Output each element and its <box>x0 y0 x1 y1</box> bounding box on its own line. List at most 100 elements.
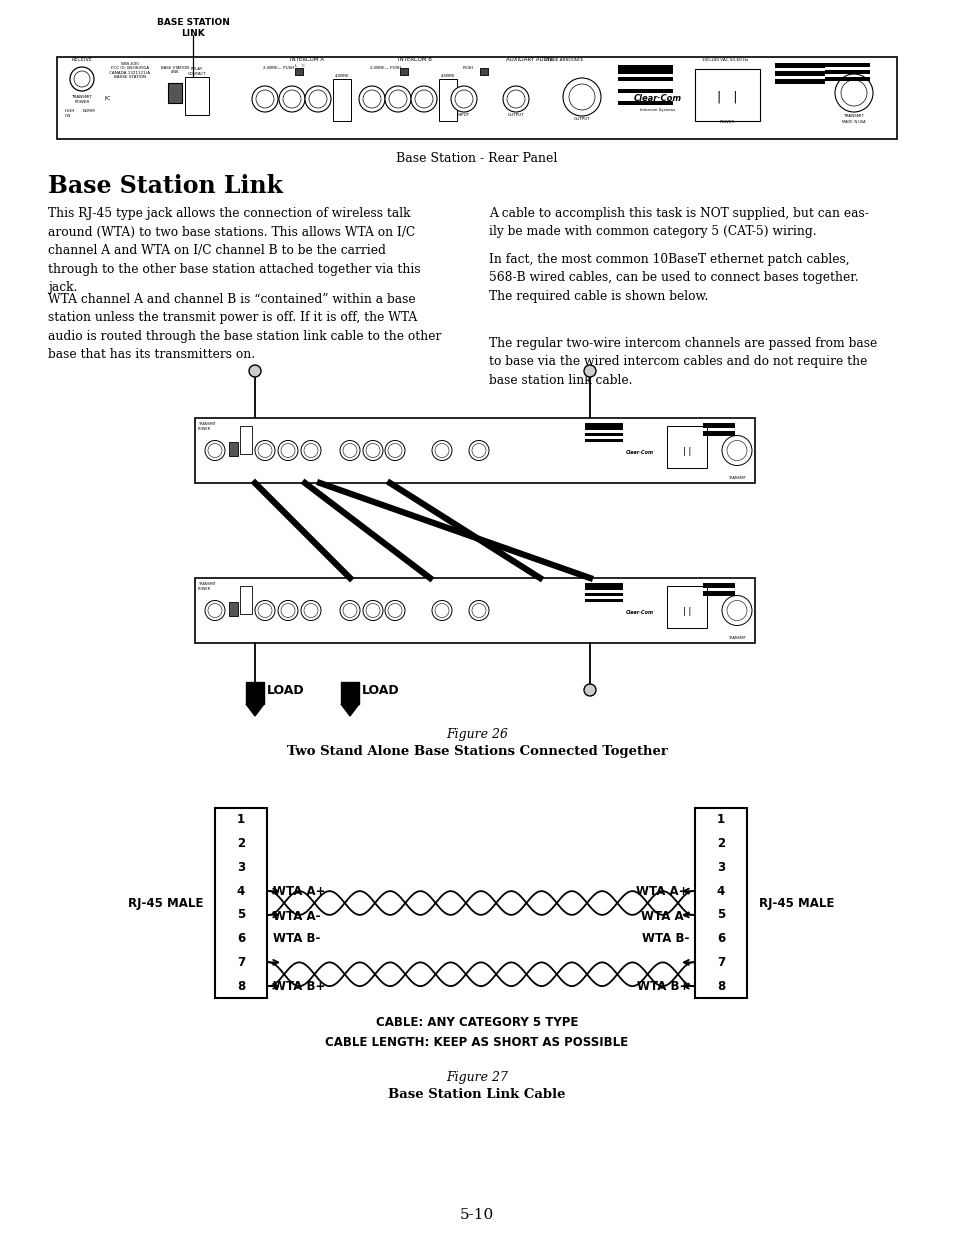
Text: Intercom Systems: Intercom Systems <box>639 107 675 112</box>
Text: Figure 27: Figure 27 <box>446 1071 507 1084</box>
Bar <box>695 808 746 998</box>
Bar <box>666 426 706 468</box>
Circle shape <box>388 443 401 457</box>
Circle shape <box>726 441 746 461</box>
Bar <box>774 79 824 84</box>
Bar <box>666 585 706 629</box>
Circle shape <box>568 84 595 110</box>
Text: LOAD: LOAD <box>267 683 304 697</box>
Bar <box>824 77 869 82</box>
Circle shape <box>277 441 297 461</box>
Circle shape <box>208 443 222 457</box>
Bar <box>774 70 824 77</box>
Bar <box>618 65 672 74</box>
Text: 4-WIRE: 4-WIRE <box>335 74 349 78</box>
Circle shape <box>278 86 305 112</box>
Text: BASE STATION
LINK: BASE STATION LINK <box>156 19 230 38</box>
Circle shape <box>304 443 317 457</box>
Circle shape <box>343 443 356 457</box>
Text: INTERCOM B: INTERCOM B <box>397 57 432 62</box>
Text: 8: 8 <box>236 979 245 993</box>
Circle shape <box>363 441 382 461</box>
Text: 2: 2 <box>236 837 245 850</box>
Circle shape <box>309 90 327 107</box>
Circle shape <box>834 74 872 112</box>
Text: WTA A+: WTA A+ <box>636 884 688 898</box>
Circle shape <box>283 90 301 107</box>
Circle shape <box>385 600 405 620</box>
Bar <box>168 83 182 103</box>
Text: RJ-45 MALE: RJ-45 MALE <box>128 897 203 909</box>
Bar <box>702 592 734 597</box>
Text: OUTPUT: OUTPUT <box>573 117 590 121</box>
Text: 8: 8 <box>716 979 724 993</box>
Text: Clear·Com: Clear·Com <box>625 610 654 615</box>
Circle shape <box>255 90 274 107</box>
Bar <box>240 426 252 454</box>
Circle shape <box>363 600 382 620</box>
Circle shape <box>343 604 356 618</box>
Text: 1: 1 <box>236 814 245 826</box>
Polygon shape <box>246 704 264 716</box>
Circle shape <box>208 604 222 618</box>
Circle shape <box>205 441 225 461</box>
Bar <box>584 599 622 601</box>
Text: 1: 1 <box>717 814 724 826</box>
Text: WTA channel A and channel B is “contained” within a base
station unless the tran: WTA channel A and channel B is “containe… <box>48 293 441 362</box>
Circle shape <box>583 684 596 697</box>
Text: TRANSMIT: TRANSMIT <box>727 636 745 640</box>
Text: CABLE LENGTH: KEEP AS SHORT AS POSSIBLE: CABLE LENGTH: KEEP AS SHORT AS POSSIBLE <box>325 1036 628 1049</box>
Circle shape <box>415 90 433 107</box>
Text: WBS-600
FCC ID: BSO6091A
CANADA 1321121(A
BASSE STATION: WBS-600 FCC ID: BSO6091A CANADA 1321121(… <box>110 62 151 79</box>
Text: HIGH: HIGH <box>65 109 75 112</box>
Circle shape <box>432 600 452 620</box>
Bar <box>438 79 456 121</box>
Circle shape <box>252 86 277 112</box>
Bar <box>702 583 734 588</box>
Circle shape <box>366 604 379 618</box>
Circle shape <box>435 443 449 457</box>
Text: 5: 5 <box>236 909 245 921</box>
Bar <box>584 583 622 590</box>
Bar <box>185 77 209 115</box>
Text: |   |: | | <box>716 90 737 104</box>
Text: This RJ-45 type jack allows the connection of wireless talk
around (WTA) to two : This RJ-45 type jack allows the connecti… <box>48 207 420 294</box>
Bar <box>702 431 734 436</box>
Text: TRANSMIT
POWER: TRANSMIT POWER <box>198 422 215 431</box>
Bar <box>695 69 760 121</box>
Circle shape <box>254 600 274 620</box>
Circle shape <box>455 90 473 107</box>
Text: Base Station Link: Base Station Link <box>48 174 283 198</box>
Text: | |: | | <box>682 606 691 615</box>
Text: Two Stand Alone Base Stations Connected Together: Two Stand Alone Base Stations Connected … <box>286 745 667 758</box>
Text: WTA A-: WTA A- <box>640 910 688 924</box>
Circle shape <box>301 600 320 620</box>
Text: 5-10: 5-10 <box>459 1208 494 1221</box>
Circle shape <box>257 443 272 457</box>
Circle shape <box>472 604 485 618</box>
Circle shape <box>506 90 524 107</box>
Text: Base Station - Rear Panel: Base Station - Rear Panel <box>395 152 558 165</box>
Bar <box>584 593 622 597</box>
Circle shape <box>472 443 485 457</box>
Text: ON: ON <box>65 114 71 119</box>
Text: I/C: I/C <box>105 95 112 100</box>
Text: WTA B+: WTA B+ <box>273 979 325 993</box>
Circle shape <box>257 604 272 618</box>
Text: WTA B-: WTA B- <box>641 932 688 945</box>
Text: INPUT: INPUT <box>457 112 470 117</box>
Circle shape <box>277 600 297 620</box>
Bar <box>194 417 754 483</box>
Bar <box>479 68 488 75</box>
Text: 6: 6 <box>236 932 245 945</box>
Text: NORM: NORM <box>83 109 95 112</box>
Bar <box>618 77 672 82</box>
Circle shape <box>366 443 379 457</box>
Circle shape <box>721 436 751 466</box>
Text: In fact, the most common 10BaseT ethernet patch cables,
568-B wired cables, can : In fact, the most common 10BaseT etherne… <box>489 253 858 303</box>
Text: Base Station Link Cable: Base Station Link Cable <box>388 1088 565 1100</box>
Text: WTA A+: WTA A+ <box>273 884 325 898</box>
Text: STAGE ANNOUNCE: STAGE ANNOUNCE <box>544 58 582 62</box>
Text: A cable to accomplish this task is NOT supplied, but can eas-
ily be made with c: A cable to accomplish this task is NOT s… <box>489 207 868 238</box>
Circle shape <box>385 86 411 112</box>
